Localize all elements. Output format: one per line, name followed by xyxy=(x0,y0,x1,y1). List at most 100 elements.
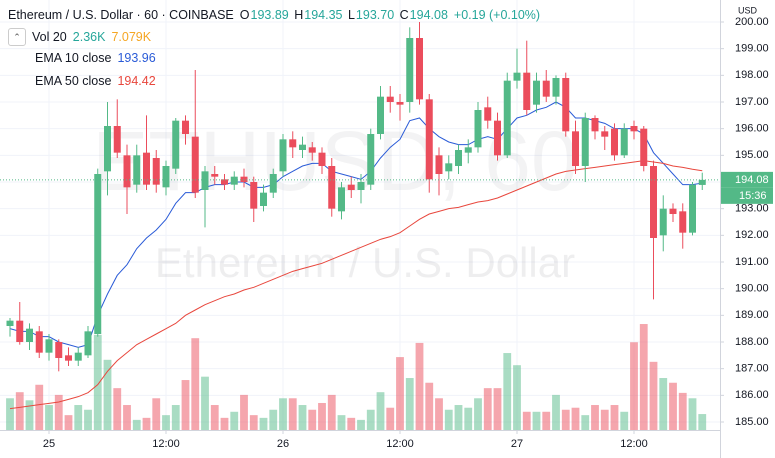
ema50-legend: EMA 50 close 194.42 xyxy=(35,74,156,88)
volume-bar xyxy=(84,409,92,430)
x-tick-label: 27 xyxy=(511,438,523,450)
countdown-tag xyxy=(721,187,773,204)
candle-body xyxy=(523,72,531,110)
y-tick-label: 199.00 xyxy=(735,43,769,55)
change: +0.19 (+0.10%) xyxy=(453,8,541,22)
y-tick-label: 192.00 xyxy=(735,229,769,241)
y-tick-label: 195.00 xyxy=(735,149,769,161)
volume-bar xyxy=(503,353,512,430)
volume-bar xyxy=(630,342,638,430)
candle-body xyxy=(357,182,365,190)
candle-body xyxy=(640,128,648,166)
volume-bar xyxy=(591,405,599,430)
volume-bar xyxy=(171,405,180,430)
y-tick-label: 200.00 xyxy=(735,16,769,28)
volume-bar xyxy=(15,392,24,430)
candle-body xyxy=(347,184,355,190)
candle-body xyxy=(94,174,102,334)
y-tick-label: 188.00 xyxy=(735,336,769,348)
candle-body xyxy=(669,208,677,214)
volume-bar xyxy=(571,407,580,430)
volume-bar xyxy=(444,409,453,430)
y-tick-label: 193.00 xyxy=(735,203,769,215)
last-price-tag xyxy=(721,171,773,188)
volume-bar xyxy=(249,415,258,430)
candle-body xyxy=(35,331,43,353)
ema50-value: 194.42 xyxy=(117,74,156,88)
candle-body xyxy=(289,139,297,148)
candle-body xyxy=(659,208,667,236)
volume-bar xyxy=(113,388,122,430)
candle-body xyxy=(240,176,248,182)
volume-bar xyxy=(259,417,268,430)
volume-bar xyxy=(327,394,336,430)
volume-bar xyxy=(396,357,404,430)
volume-bar xyxy=(698,414,707,430)
candle-body xyxy=(572,131,579,166)
candle-body xyxy=(113,126,121,153)
candle-body xyxy=(650,166,657,238)
currency-label: USD xyxy=(738,5,758,15)
volume-bar xyxy=(269,409,278,430)
candle-body xyxy=(552,78,560,97)
last-price-label: 194.08 xyxy=(735,174,769,186)
volume-bar xyxy=(298,405,307,430)
volume-bar xyxy=(366,409,375,430)
volume-bar xyxy=(620,411,629,430)
x-tick-label: 12:00 xyxy=(386,438,414,450)
candle-body xyxy=(396,102,404,105)
volume-bar xyxy=(405,378,414,430)
x-tick-label: 25 xyxy=(43,438,55,450)
candle-body xyxy=(611,128,618,156)
volume-bar xyxy=(493,388,502,430)
candle-body xyxy=(484,107,492,121)
x-tick-label: 12:00 xyxy=(620,438,648,450)
candle-body xyxy=(542,80,550,97)
y-tick-label: 186.00 xyxy=(735,389,769,401)
o-label: O xyxy=(239,8,250,22)
volume-bar xyxy=(581,415,590,430)
candle-body xyxy=(65,355,72,361)
candle-body xyxy=(182,120,189,134)
volume-bar xyxy=(532,411,541,430)
candle-body xyxy=(191,136,199,193)
candle-body xyxy=(513,72,521,81)
candle-body xyxy=(104,126,111,172)
candle-body xyxy=(84,331,92,356)
ema50-name: EMA 50 close xyxy=(35,74,112,88)
volume-bar xyxy=(279,398,287,430)
candle-body xyxy=(698,179,706,185)
volume-bar xyxy=(464,407,473,430)
volume-bar xyxy=(162,415,170,430)
y-tick-label: 190.00 xyxy=(735,283,769,295)
volume-bar xyxy=(103,359,112,430)
volume-bar xyxy=(132,419,141,430)
candle-body xyxy=(503,80,511,156)
volume-bar xyxy=(649,361,658,430)
x-tick-label: 26 xyxy=(277,438,289,450)
candle-body xyxy=(55,342,63,358)
h-value: 194.35 xyxy=(304,8,343,22)
candle-body xyxy=(328,166,336,209)
volume-bar xyxy=(454,405,463,430)
candle-body xyxy=(416,38,423,100)
candle-body xyxy=(143,152,150,185)
volume-bar xyxy=(45,405,53,430)
candle-body xyxy=(679,211,687,233)
candle-body xyxy=(211,174,219,177)
candle-body xyxy=(630,126,638,132)
collapse-button[interactable]: ⌃ xyxy=(8,28,26,46)
volume-bar xyxy=(210,405,219,430)
volume-bar xyxy=(386,407,395,430)
c-label: C xyxy=(399,8,409,22)
candle-body xyxy=(533,80,540,105)
volume-bar xyxy=(152,398,161,430)
volume-bar xyxy=(142,417,151,430)
candle-body xyxy=(172,120,180,169)
candle-body xyxy=(260,192,267,206)
volume-bar xyxy=(513,365,521,430)
volume-bar xyxy=(425,382,434,430)
candle-body xyxy=(269,174,277,193)
watermark-name: Ethereum / U.S. Dollar xyxy=(155,239,575,286)
